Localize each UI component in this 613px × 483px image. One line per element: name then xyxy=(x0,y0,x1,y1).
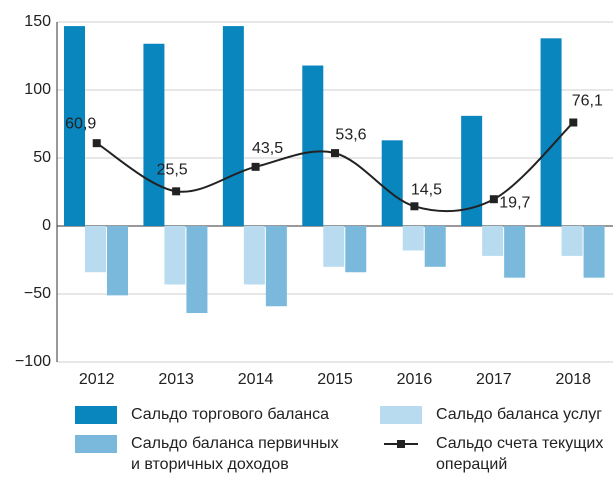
point xyxy=(92,139,101,148)
x-tick-label: 2014 xyxy=(238,371,274,388)
legend-label: Сальдо счета текущих операций xyxy=(436,435,604,473)
bar xyxy=(482,226,504,256)
legend-item: Сальдо баланса первичных и вторичных дох… xyxy=(75,433,341,475)
point xyxy=(410,202,419,211)
y-tick-label: 50 xyxy=(33,149,51,166)
bar xyxy=(583,226,605,278)
data-label: 14,5 xyxy=(411,181,442,198)
x-tick-label: 2017 xyxy=(476,371,512,388)
legend: Сальдо торгового баланса Сальдо баланса у… xyxy=(0,396,613,483)
x-tick-label: 2015 xyxy=(317,371,353,388)
legend-swatch xyxy=(380,406,422,424)
x-tick-label: 2016 xyxy=(397,371,433,388)
data-label: 53,6 xyxy=(335,126,366,143)
legend-swatch xyxy=(75,435,117,453)
y-tick-label: 150 xyxy=(24,13,51,30)
bar xyxy=(222,26,244,226)
bar xyxy=(424,226,446,267)
bar xyxy=(243,226,265,285)
bar xyxy=(504,226,526,278)
bar xyxy=(381,140,403,226)
legend-item: Сальдо счета текущих операций xyxy=(380,433,613,475)
bar xyxy=(323,226,345,267)
bar xyxy=(85,226,106,273)
point xyxy=(172,187,181,196)
data-label: 76,1 xyxy=(572,93,603,110)
point xyxy=(569,118,578,127)
bar xyxy=(107,226,128,296)
y-tick-label: 100 xyxy=(24,81,51,98)
legend-label: Сальдо баланса услуг xyxy=(436,406,603,423)
bar xyxy=(461,115,483,226)
data-label: 19,7 xyxy=(499,194,530,211)
x-tick-label: 2018 xyxy=(555,371,591,388)
bar xyxy=(402,226,424,251)
x-tick-label: 2012 xyxy=(79,371,115,388)
legend-label: Сальдо торгового баланса xyxy=(131,406,330,423)
bar xyxy=(540,38,562,226)
bar xyxy=(164,226,186,285)
point xyxy=(331,149,339,158)
bar xyxy=(64,26,85,226)
data-label: 43,5 xyxy=(252,140,283,157)
legend-item: Сальдо торгового баланса xyxy=(75,404,341,425)
legend-label: Сальдо баланса первичных и вторичных дох… xyxy=(131,435,339,473)
bar xyxy=(345,226,367,273)
y-tick-label: 0 xyxy=(42,217,51,234)
point xyxy=(251,162,260,171)
bar xyxy=(561,226,583,256)
y-tick-label: −100 xyxy=(15,353,51,370)
legend-swatch xyxy=(380,435,422,453)
bar xyxy=(143,43,165,227)
bar xyxy=(265,226,287,307)
y-tick-label: −50 xyxy=(24,285,51,302)
point xyxy=(489,195,498,204)
legend-swatch xyxy=(75,406,117,424)
chart: −100 −50 0 50 100 150 2012 2013 2014 2015 2016 2017… xyxy=(15,13,613,388)
x-tick-label: 2013 xyxy=(158,371,194,388)
legend-item: Сальдо баланса услуг xyxy=(380,404,613,425)
data-label: 25,5 xyxy=(157,162,188,179)
data-label: 60,9 xyxy=(65,115,96,132)
bar xyxy=(302,65,324,227)
bar xyxy=(186,226,208,314)
